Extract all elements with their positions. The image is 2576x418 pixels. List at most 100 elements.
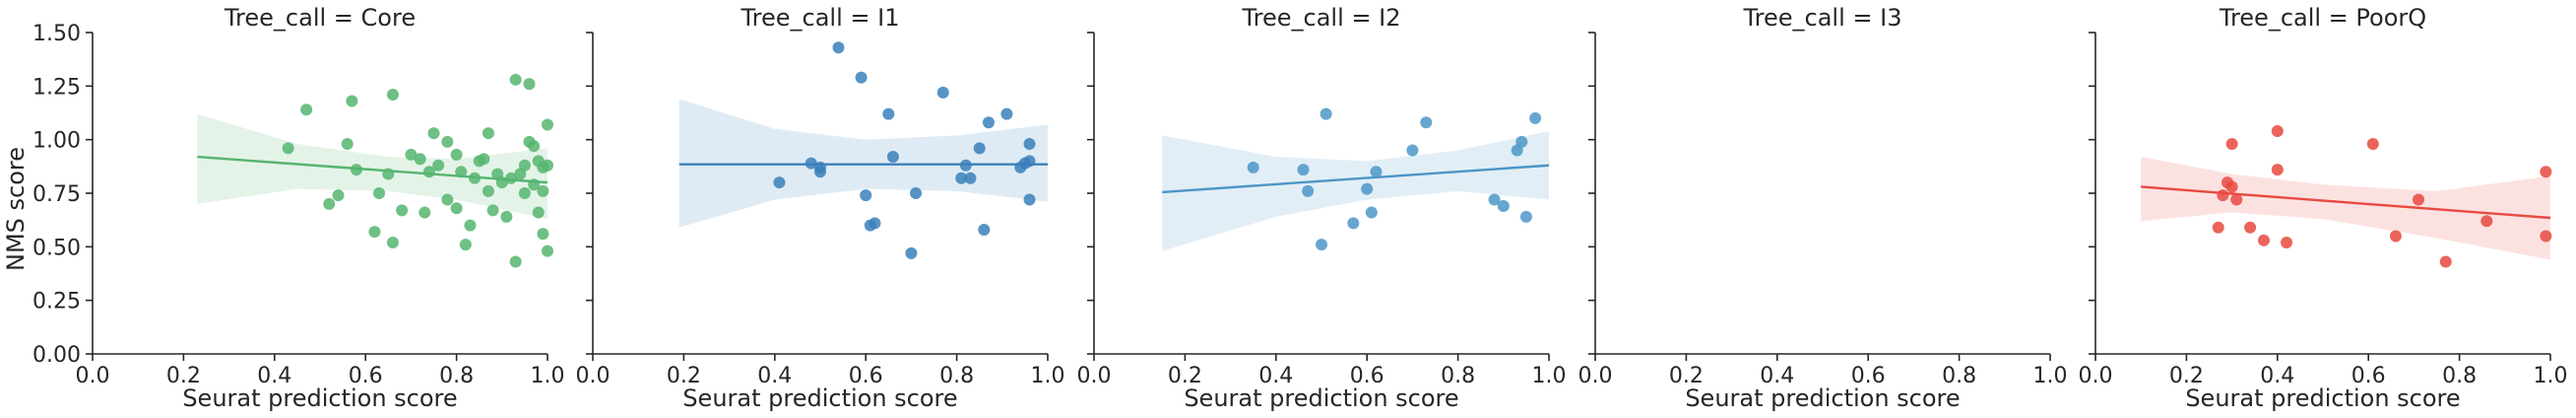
y-axis-label: NMS score [2,147,30,271]
data-point [1320,107,1332,120]
data-point [537,228,549,241]
data-point [860,189,872,202]
data-point [773,176,786,189]
data-point [419,206,431,219]
x-axis-label: Seurat prediction score [2185,384,2460,412]
data-point [1297,164,1310,176]
data-point [1370,166,1383,178]
x-tick-label: 0.0 [1578,364,1613,388]
y-tick-label: 1.25 [32,75,81,100]
x-tick-label: 0.6 [849,364,883,388]
data-point [2480,215,2493,228]
panel-title: Tree_call = Core [224,4,416,32]
x-tick-label: 0.2 [166,364,201,388]
data-point [1497,200,1510,213]
data-point [1023,193,1036,206]
x-tick-label: 1.0 [2534,364,2568,388]
data-point [2257,234,2270,246]
x-tick-label: 0.0 [76,364,110,388]
data-point [2225,138,2238,151]
data-point [537,184,549,197]
x-tick-label: 0.4 [2260,364,2294,388]
panel-2: Tree_call = I2 0.0 0.2 0.4 0.6 0.8 1.0 Seurat p… [1077,4,1567,412]
x-tick-label: 0.2 [2169,364,2204,388]
x-axis-label: Seurat prediction score [1685,384,1960,412]
data-point [2281,236,2293,248]
panel-title: Tree_call = I3 [1743,4,1902,32]
data-point [2230,193,2243,206]
regression-line [1162,164,1550,194]
panel-0: Tree_call = Core 0.0 0.2 0.4 0.6 0.8 1.0 0.00 0.… [32,4,564,412]
data-point [500,210,513,223]
y-tick-label: 0.50 [32,236,81,260]
data-point [1406,144,1419,157]
data-point [2413,193,2425,206]
data-point [1316,239,1327,251]
data-point [346,95,358,107]
x-tick-label: 1.0 [2033,364,2068,388]
data-point [2244,221,2257,234]
data-point [1420,116,1433,129]
data-point [486,204,499,217]
data-point [509,73,522,86]
x-axis-label: Seurat prediction score [182,384,457,412]
data-point [855,71,868,84]
data-point [282,142,294,155]
data-point [1488,193,1501,206]
x-tick-label: 0.8 [1441,364,1475,388]
x-tick-label: 0.0 [2079,364,2113,388]
data-point [523,78,536,91]
confidence-band [197,113,547,220]
x-tick-label: 0.4 [257,364,291,388]
data-point [427,127,440,140]
x-tick-label: 0.8 [439,364,474,388]
data-point [955,172,968,184]
data-point [1365,206,1378,219]
data-point [982,116,995,129]
data-point [936,86,949,99]
data-point [905,246,918,259]
x-axis-label: Seurat prediction score [682,384,957,412]
data-point [2389,230,2402,243]
panel-title: Tree_call = PoorQ [2219,4,2426,32]
panel-4: Tree_call = PoorQ 0.0 0.2 0.4 0.6 0.8 1.0 Seura… [2079,4,2568,412]
confidence-band [2141,157,2550,260]
data-point [978,223,991,236]
y-tick-label: 1.00 [32,129,81,154]
data-point [2366,138,2379,151]
data-point [341,138,354,151]
data-point [2212,221,2224,234]
x-axis-label: Seurat prediction score [1184,384,1458,412]
x-tick-label: 0.0 [576,364,611,388]
data-point [542,118,553,131]
data-point [414,153,426,166]
y-tick-label: 0.00 [32,343,81,368]
x-tick-label: 0.2 [1669,364,1704,388]
data-point [396,204,409,217]
data-point [1347,217,1360,230]
x-tick-label: 0.6 [2351,364,2386,388]
y-tick-label: 0.25 [32,290,81,314]
data-point [441,135,454,148]
data-point [2540,166,2552,178]
data-point [2225,180,2238,193]
x-tick-label: 0.4 [1258,364,1293,388]
data-point [2271,164,2284,176]
data-point [1515,135,1528,148]
x-tick-label: 0.4 [1760,364,1794,388]
data-point [910,187,923,199]
data-point [450,148,463,161]
data-point [455,166,468,178]
data-point [478,153,490,166]
data-point [300,104,313,116]
data-point [2271,124,2284,137]
y-tick-label: 1.50 [32,22,81,46]
y-tick-label: 0.75 [32,182,81,207]
data-point [1000,107,1013,120]
x-tick-label: 0.4 [757,364,792,388]
data-point [509,255,522,268]
data-point [542,244,553,257]
data-point [368,226,381,239]
data-point [405,148,418,161]
data-point [882,107,895,120]
